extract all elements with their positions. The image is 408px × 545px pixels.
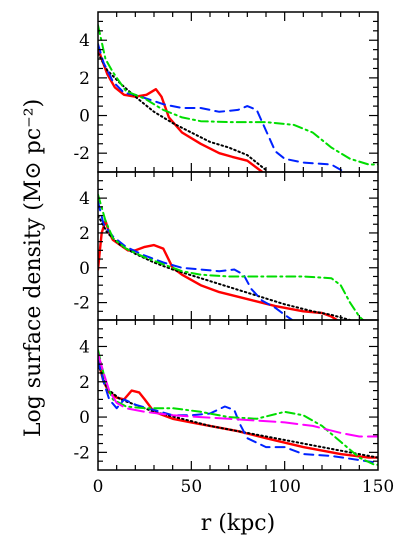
y-tick-label: 0: [79, 107, 90, 127]
y-tick-label: 4: [79, 189, 90, 209]
panel-1-series: [98, 24, 378, 172]
y-axis-label: Log surface density (M⊙ pc⁻²): [21, 99, 46, 437]
y-tick-label: -2: [73, 144, 90, 164]
series-line-dashdot: [98, 193, 365, 320]
series-line-dashdot: [98, 24, 378, 166]
series-line-dashdot: [98, 349, 378, 466]
series-line-dotted: [98, 52, 267, 172]
y-tick-label: 0: [79, 408, 90, 428]
series-line-longdash: [98, 352, 378, 438]
y-tick-label: -2: [73, 443, 90, 463]
y-tick-label: 2: [79, 69, 90, 89]
panel-frame: [97, 319, 379, 471]
x-tick-label: 0: [93, 477, 104, 497]
series-line-dotted: [98, 363, 378, 459]
x-tick-label: 100: [268, 477, 300, 497]
x-tick-label: 50: [181, 477, 203, 497]
series-line-dashed: [98, 43, 346, 172]
y-tick-label: 0: [79, 259, 90, 279]
x-axis-label: r (kpc): [201, 511, 275, 536]
y-tick-label: 4: [79, 31, 90, 51]
panel-1: -2 0 2 4: [73, 11, 379, 173]
y-tick-label: -2: [73, 294, 90, 314]
series-line-dotted: [98, 214, 351, 320]
series-line-solid: [98, 359, 378, 459]
y-tick-label: 4: [79, 337, 90, 357]
x-tick-label: 150: [362, 477, 394, 497]
panel-frame: [97, 11, 379, 173]
y-tick-label: 2: [79, 373, 90, 393]
panel-2-series: [98, 193, 365, 320]
y-tick-label: 2: [79, 224, 90, 244]
panel-3-series: [98, 349, 378, 466]
series-line-solid: [98, 46, 264, 172]
panel-2: -2 0 2 4: [73, 171, 379, 321]
series-line-dashed: [98, 200, 294, 320]
